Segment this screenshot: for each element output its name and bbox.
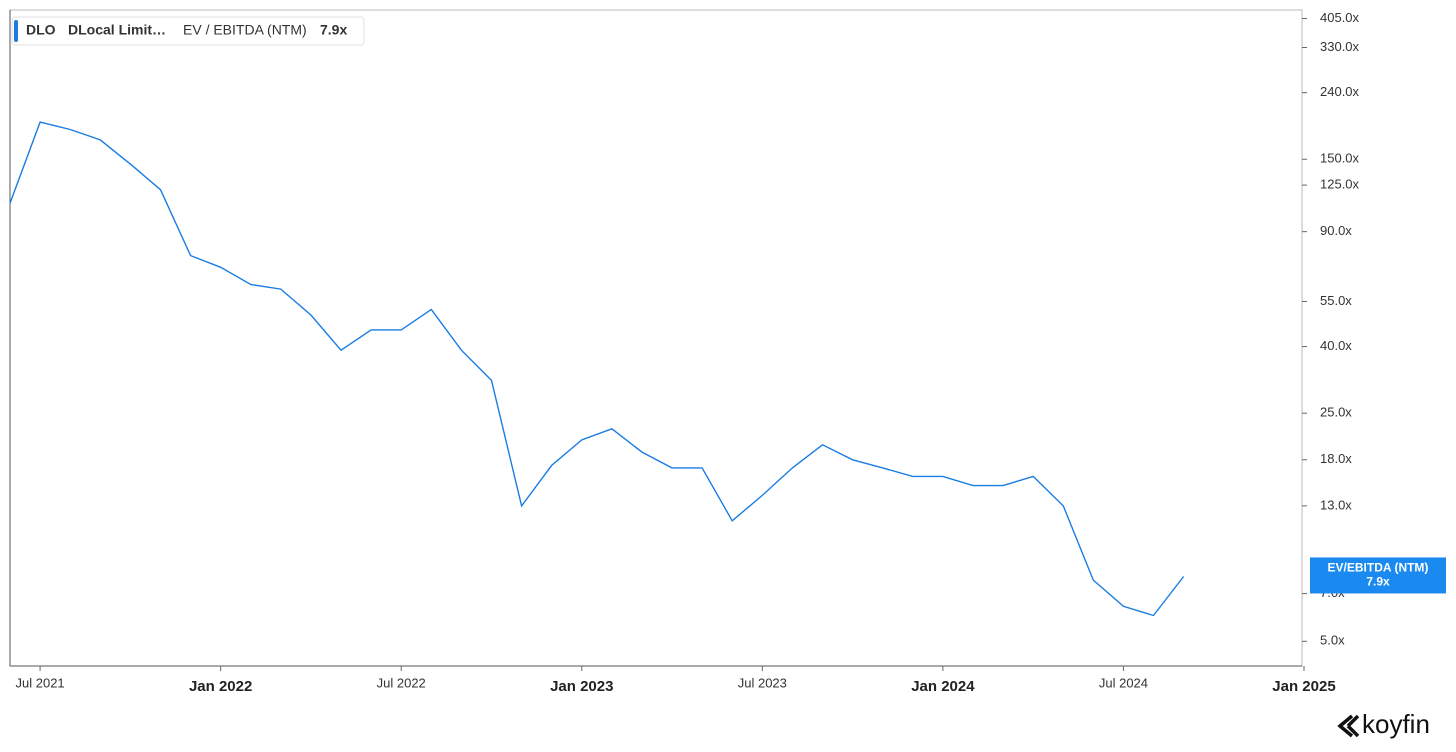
last-value-tag: EV/EBITDA (NTM)7.9x xyxy=(1310,557,1446,594)
y-tick-label: 150.0x xyxy=(1320,151,1360,166)
x-tick-label: Jan 2023 xyxy=(550,678,613,695)
y-tick-label: 90.0x xyxy=(1320,223,1352,238)
last-value-name: EV/EBITDA (NTM) xyxy=(1328,561,1429,575)
y-tick-label: 330.0x xyxy=(1320,39,1360,54)
series-line xyxy=(9,121,1185,617)
legend-ticker: DLO xyxy=(26,22,56,38)
plot-frame xyxy=(9,9,1303,667)
y-tick-label: 55.0x xyxy=(1320,293,1352,308)
logo-mark xyxy=(1337,714,1360,738)
last-value-box xyxy=(1310,557,1446,594)
legend-box xyxy=(11,16,365,46)
legend-name: DLocal Limit… xyxy=(68,22,166,38)
x-tick-label: Jul 2022 xyxy=(377,675,426,690)
y-tick-label: 13.0x xyxy=(1320,497,1352,512)
y-tick-label: 25.0x xyxy=(1320,405,1352,420)
logo-text: koyfin xyxy=(1362,709,1430,739)
legend-metric: EV / EBITDA (NTM) xyxy=(183,22,307,38)
x-tick-label: Jul 2023 xyxy=(738,675,787,690)
y-tick-label: 40.0x xyxy=(1320,338,1352,353)
x-tick-label: Jul 2021 xyxy=(16,675,65,690)
y-tick-label: 125.0x xyxy=(1320,177,1360,192)
logo: koyfin xyxy=(1337,709,1430,739)
legend-value: 7.9x xyxy=(320,22,347,38)
legend-swatch xyxy=(14,20,18,42)
x-tick-label: Jan 2025 xyxy=(1272,678,1335,695)
y-tick-label: 240.0x xyxy=(1320,84,1360,99)
x-tick-label: Jan 2024 xyxy=(911,678,975,695)
y-tick-label: 18.0x xyxy=(1320,451,1352,466)
y-tick-label: 405.0x xyxy=(1320,10,1360,25)
x-tick-label: Jan 2022 xyxy=(189,678,252,695)
y-tick-label: 5.0x xyxy=(1320,633,1345,648)
last-value-label: 7.9x xyxy=(1366,575,1390,589)
x-tick-label: Jul 2024 xyxy=(1099,675,1148,690)
legend: DLO DLocal Limit… EV / EBITDA (NTM) 7.9x xyxy=(11,16,365,46)
